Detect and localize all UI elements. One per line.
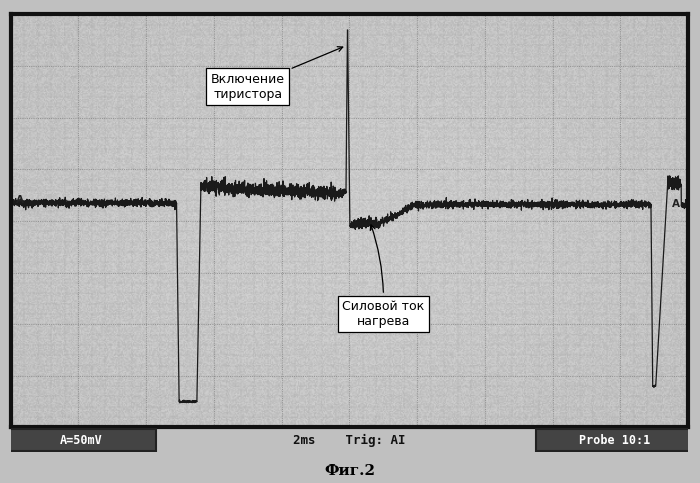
Text: A=50mV: A=50mV: [60, 434, 103, 446]
FancyBboxPatch shape: [7, 429, 156, 451]
Text: Фиг.2: Фиг.2: [325, 464, 375, 478]
Text: A: A: [672, 199, 680, 210]
Text: Силовой ток
нагрева: Силовой ток нагрева: [342, 225, 424, 328]
Text: Probe 10:1: Probe 10:1: [580, 434, 650, 446]
Text: A: A: [16, 195, 24, 205]
Text: Включение
тиристора: Включение тиристора: [211, 47, 343, 101]
Text: 2ms    Trig: AI: 2ms Trig: AI: [293, 433, 405, 447]
FancyBboxPatch shape: [536, 429, 692, 451]
